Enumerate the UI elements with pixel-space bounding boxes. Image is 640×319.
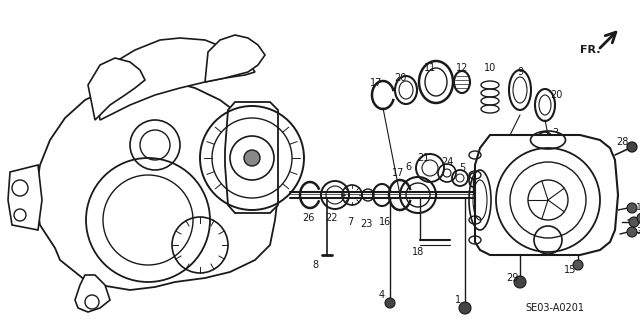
Text: 9: 9 [517, 67, 523, 77]
Text: 30: 30 [636, 227, 640, 236]
Text: 15: 15 [564, 265, 576, 275]
Text: 17: 17 [370, 78, 382, 88]
Text: 1: 1 [455, 295, 461, 305]
Text: 23: 23 [360, 219, 372, 229]
Text: 17: 17 [392, 168, 404, 178]
Text: 14: 14 [636, 204, 640, 212]
Text: 28: 28 [616, 137, 628, 147]
Circle shape [244, 150, 260, 166]
Text: 24: 24 [441, 157, 453, 167]
Text: 18: 18 [412, 247, 424, 257]
Text: 19: 19 [491, 180, 503, 190]
Text: 26: 26 [302, 213, 314, 223]
Text: 11: 11 [424, 63, 436, 73]
Circle shape [629, 217, 639, 227]
Polygon shape [75, 275, 110, 312]
Text: SE03-A0201: SE03-A0201 [525, 303, 584, 313]
Text: 20: 20 [394, 73, 406, 83]
Circle shape [514, 276, 526, 288]
Text: 21: 21 [417, 153, 429, 163]
Circle shape [459, 302, 471, 314]
Polygon shape [35, 80, 278, 290]
Polygon shape [205, 35, 265, 82]
Circle shape [627, 142, 637, 152]
Text: 27: 27 [554, 245, 566, 255]
Text: 10: 10 [484, 63, 496, 73]
Text: 16: 16 [379, 217, 391, 227]
Polygon shape [95, 38, 255, 120]
Text: 6: 6 [405, 162, 411, 172]
Polygon shape [225, 102, 278, 213]
Circle shape [627, 203, 637, 213]
Circle shape [385, 298, 395, 308]
Polygon shape [8, 165, 42, 230]
Text: 4: 4 [379, 290, 385, 300]
Circle shape [627, 227, 637, 237]
Text: 22: 22 [326, 213, 339, 223]
Text: 29: 29 [506, 273, 518, 283]
Circle shape [573, 260, 583, 270]
Polygon shape [88, 58, 145, 120]
Text: 3: 3 [552, 128, 558, 138]
Text: 20: 20 [550, 90, 562, 100]
Text: FR.: FR. [580, 45, 600, 55]
Text: 8: 8 [312, 260, 318, 270]
Polygon shape [475, 135, 618, 255]
Text: 5: 5 [459, 163, 465, 173]
Text: 25: 25 [476, 167, 488, 177]
Text: 15: 15 [638, 218, 640, 226]
Circle shape [637, 213, 640, 223]
Text: 7: 7 [347, 217, 353, 227]
Text: 12: 12 [456, 63, 468, 73]
